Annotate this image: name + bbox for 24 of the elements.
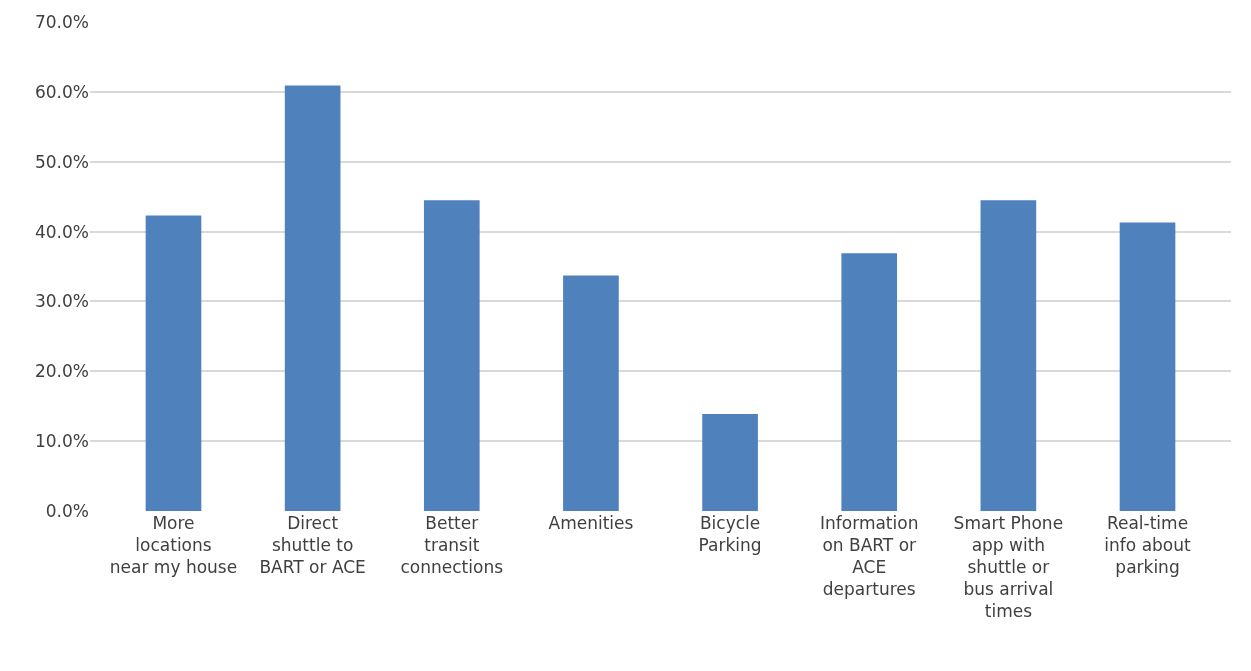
x-tick-label: Direct shuttle to BART or ACE xyxy=(259,513,366,578)
x-tick-label: More locations near my house xyxy=(109,513,238,578)
y-tick-label: 40.0% xyxy=(34,221,89,242)
x-tick-label: Smart Phone app with shuttle or bus arrival times xyxy=(953,513,1064,622)
y-tick-label: 20.0% xyxy=(34,361,89,382)
y-tick-label: 50.0% xyxy=(34,151,89,172)
bar xyxy=(1119,222,1176,511)
y-tick-label: 60.0% xyxy=(34,81,89,102)
bar xyxy=(423,200,480,511)
x-tick-label: Better transit connections xyxy=(400,513,504,578)
y-tick-label: 10.0% xyxy=(34,431,89,452)
bar xyxy=(563,275,619,511)
bar xyxy=(145,215,202,511)
bar xyxy=(980,200,1037,511)
bar xyxy=(702,413,758,511)
x-tick-label: Information on BART or ACE departures xyxy=(820,513,919,600)
bar xyxy=(284,85,341,511)
x-tick-label: Bicycle Parking xyxy=(698,513,762,556)
x-tick-label: Amenities xyxy=(548,513,634,533)
y-tick-label: 70.0% xyxy=(34,11,89,32)
bar xyxy=(841,253,898,511)
y-tick-label: 0.0% xyxy=(45,500,89,521)
x-tick-label: Real-time info about parking xyxy=(1104,513,1192,578)
y-tick-label: 30.0% xyxy=(34,291,89,312)
